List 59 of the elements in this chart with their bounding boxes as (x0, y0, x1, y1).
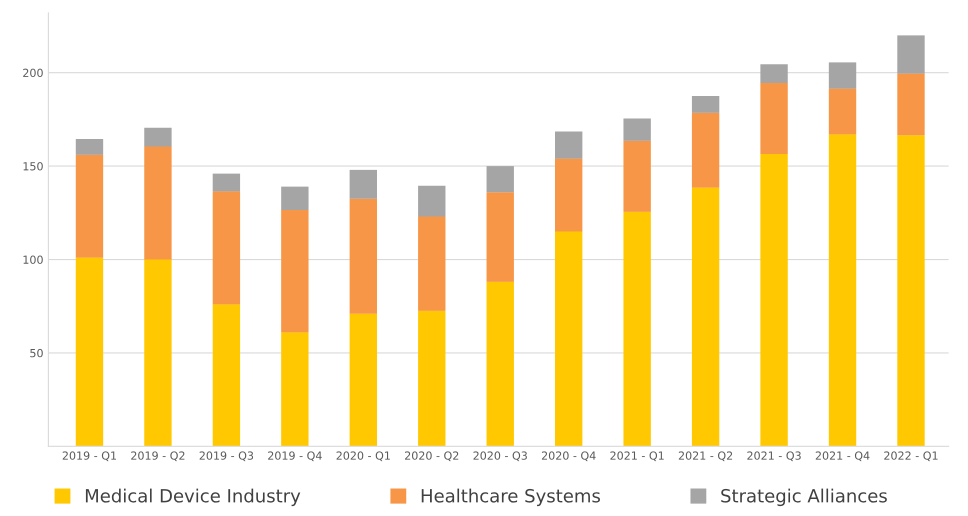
x-tick-label: 2019 - Q3 (200, 451, 254, 462)
bar (281, 332, 309, 446)
y-tick-label: 150 (24, 162, 43, 170)
bar (828, 134, 856, 446)
bar (623, 140, 651, 212)
bar (897, 35, 925, 74)
y-tick-label: 200 (23, 68, 43, 78)
bar (486, 282, 514, 446)
bar (623, 212, 651, 446)
bar (281, 186, 309, 210)
x-tick-label: 2020 - Q2 (405, 451, 458, 462)
y-tick-label: 100 (24, 255, 43, 264)
bar (144, 260, 172, 446)
x-tick-label: 2019 - Q2 (131, 451, 184, 462)
bar (555, 231, 582, 446)
bar (760, 154, 788, 446)
x-tick-label: 2020 - Q1 (336, 451, 390, 462)
bar (692, 112, 720, 188)
bar (760, 64, 788, 83)
x-tick-label: 2019 - Q1 (62, 451, 116, 462)
bar (486, 192, 514, 282)
x-tick-label: 2022 - Q1 (884, 451, 938, 462)
legend-label: Medical Device Industry (86, 488, 300, 506)
bar (897, 74, 925, 136)
bar (897, 135, 925, 446)
bar (350, 314, 378, 446)
bar (760, 82, 788, 154)
bar (76, 139, 104, 155)
bar (828, 88, 856, 134)
bar (418, 216, 446, 311)
x-tick-label: 2021 - Q3 (747, 451, 801, 462)
bar (350, 170, 378, 199)
bar (281, 210, 309, 332)
bar (76, 258, 104, 446)
bar (692, 96, 720, 113)
y-tick-label: 50 (30, 348, 43, 358)
bar (692, 188, 720, 446)
bar (212, 191, 240, 304)
x-tick-label: 2020 - Q4 (542, 451, 596, 462)
bar (76, 154, 104, 258)
bar (555, 158, 582, 232)
bar (828, 62, 856, 89)
x-tick-label: 2020 - Q3 (473, 451, 527, 462)
x-tick-label: 2019 - Q4 (268, 451, 322, 462)
bar (144, 128, 172, 146)
legend-label: Strategic Alliances (721, 488, 887, 506)
bar (212, 304, 240, 446)
legend-label: Healthcare Systems (422, 488, 600, 506)
bar (418, 310, 446, 446)
bar (418, 186, 446, 217)
bar (212, 174, 240, 192)
bar (623, 118, 651, 141)
bar (486, 166, 514, 192)
x-tick-label: 2021 - Q2 (678, 451, 732, 462)
x-tick-label: 2021 - Q1 (610, 451, 664, 462)
bar (555, 132, 582, 159)
bar (350, 198, 378, 314)
bar (144, 146, 172, 260)
x-tick-label: 2021 - Q4 (816, 451, 870, 462)
